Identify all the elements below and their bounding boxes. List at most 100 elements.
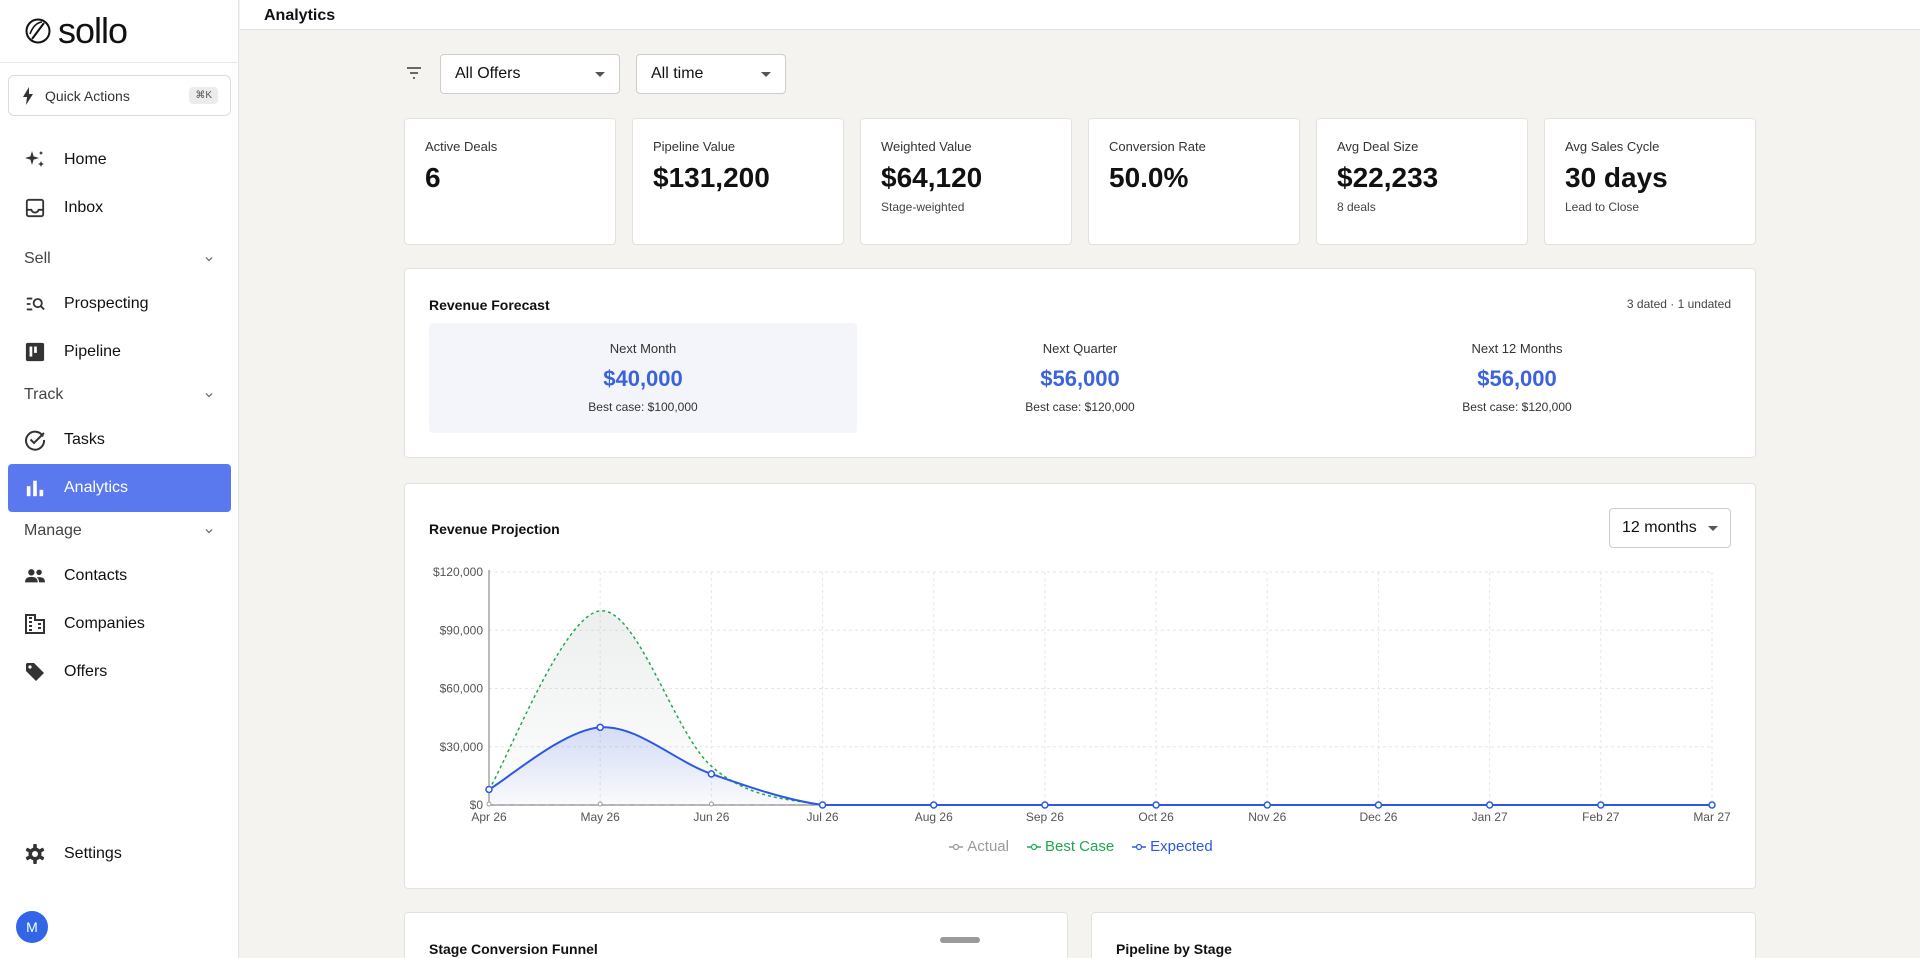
data-point	[596, 723, 604, 732]
search-list-icon	[24, 293, 46, 315]
y-tick-label: $0	[470, 798, 484, 812]
shortcut-badge: ⌘K	[189, 87, 218, 104]
sparkle-icon	[24, 149, 46, 171]
data-point	[818, 801, 827, 809]
sidebar-item-pipeline[interactable]: Pipeline	[8, 328, 231, 376]
projection-range-select[interactable]: 12 months	[1609, 508, 1731, 548]
x-tick-label: Sep 26	[1026, 810, 1064, 824]
data-point	[1708, 801, 1716, 809]
section-manage[interactable]: Manage	[24, 522, 214, 540]
bolt-icon	[23, 86, 33, 105]
legend-actual[interactable]: Actual	[949, 838, 1009, 855]
y-tick-label: $90,000	[440, 623, 484, 637]
sidebar-item-label: Settings	[64, 845, 122, 862]
card-title: Pipeline by Stage	[1116, 941, 1232, 957]
forecast-label: Next 12 Months	[1471, 341, 1563, 356]
caret-down-icon	[1708, 525, 1718, 531]
kpi-label: Pipeline Value	[653, 139, 736, 154]
filter-icon[interactable]	[405, 64, 423, 82]
series-expected-area	[489, 727, 1712, 805]
sidebar-item-label: Offers	[64, 663, 108, 680]
data-point	[1263, 801, 1272, 809]
x-tick-label: Nov 26	[1248, 810, 1286, 824]
forecast-next-quarter: Next Quarter $56,000 Best case: $120,000	[866, 323, 1294, 433]
sidebar-item-contacts[interactable]: Contacts	[8, 552, 231, 600]
kanban-icon	[24, 341, 46, 363]
period-filter-select[interactable]: All time	[636, 54, 786, 94]
building-icon	[24, 613, 46, 635]
legend-line-marker-icon	[1026, 843, 1041, 850]
sidebar: sollo Quick Actions ⌘K Home Inbox Sell P…	[0, 0, 239, 958]
kpi-value: $22,233	[1337, 162, 1439, 193]
chevron-down-icon	[205, 257, 213, 262]
bar-chart-icon	[24, 477, 46, 499]
sidebar-item-companies[interactable]: Companies	[8, 600, 231, 648]
logo[interactable]: sollo	[24, 10, 128, 52]
sidebar-item-analytics[interactable]: Analytics	[8, 464, 231, 512]
sidebar-item-settings[interactable]: Settings	[8, 830, 231, 878]
check-circle-icon	[24, 429, 46, 451]
data-point	[708, 801, 714, 807]
section-label: Track	[24, 386, 64, 403]
forecast-label: Next Quarter	[1042, 341, 1118, 356]
legend-line-marker-icon	[949, 843, 964, 850]
forecast-meta: 3 dated · 1 undated	[1626, 297, 1731, 311]
forecast-amount: $40,000	[603, 366, 683, 391]
drag-handle[interactable]	[940, 937, 980, 943]
kpi-label: Avg Deal Size	[1337, 139, 1419, 154]
chart-legend: Actual Best Case Expected	[405, 838, 1757, 855]
quick-actions-button[interactable]: Quick Actions ⌘K	[8, 75, 231, 116]
data-point	[1485, 801, 1494, 809]
divider	[0, 62, 239, 63]
forecast-best-case: Best case: $120,000	[1462, 400, 1572, 414]
x-tick-label: Mar 27	[1693, 810, 1731, 824]
sidebar-item-label: Prospecting	[64, 295, 149, 312]
forecast-label: Next Month	[609, 341, 677, 356]
kpi-sub: Lead to Close	[1565, 200, 1640, 214]
offer-filter-value: All Offers	[455, 65, 521, 82]
sidebar-item-label: Analytics	[64, 479, 129, 496]
data-point	[1374, 801, 1383, 809]
tag-icon	[24, 661, 46, 683]
kpi-label: Weighted Value	[881, 139, 972, 154]
quick-actions-label: Quick Actions	[45, 87, 130, 104]
kpi-sub: 8 deals	[1337, 200, 1376, 214]
section-label: Manage	[24, 522, 82, 539]
forecast-next-month: Next Month $40,000 Best case: $100,000	[429, 323, 857, 433]
offer-filter-select[interactable]: All Offers	[440, 54, 620, 94]
section-label: Sell	[24, 250, 51, 267]
inbox-icon	[24, 197, 46, 219]
sidebar-item-inbox[interactable]: Inbox	[8, 184, 231, 232]
gear-icon	[24, 843, 46, 865]
kpi-value: $131,200	[653, 162, 770, 193]
forecast-next-12-months: Next 12 Months $56,000 Best case: $120,0…	[1303, 323, 1731, 433]
kpi-value: $64,120	[881, 162, 983, 193]
revenue-projection-chart: $0 $30,000 $60,000 $90,000 $120,000 Apr 26 May…	[433, 565, 1731, 824]
sidebar-item-prospecting[interactable]: Prospecting	[8, 280, 231, 328]
pipeline-by-stage-card: Pipeline by Stage	[1091, 912, 1756, 958]
sidebar-item-home[interactable]: Home	[8, 136, 231, 184]
period-filter-value: All time	[651, 65, 704, 82]
series-expected-line	[488, 726, 1712, 806]
data-point	[597, 801, 603, 807]
avatar[interactable]: M	[16, 911, 48, 943]
x-tick-label: May 26	[581, 810, 621, 824]
kpi-card-weighted-value: Weighted Value $64,120 Stage-weighted	[860, 118, 1072, 245]
section-track[interactable]: Track	[24, 386, 214, 404]
card-title: Revenue Projection	[429, 521, 560, 537]
logo-text: sollo	[58, 10, 128, 51]
data-point	[1152, 801, 1160, 809]
kpi-label: Avg Sales Cycle	[1565, 139, 1660, 154]
forecast-best-case: Best case: $100,000	[588, 400, 698, 414]
forecast-amount: $56,000	[1477, 366, 1557, 391]
kpi-card-active-deals: Active Deals 6	[404, 118, 616, 245]
sidebar-item-offers[interactable]: Offers	[8, 648, 231, 696]
legend-best-case[interactable]: Best Case	[1026, 838, 1114, 855]
y-tick-label: $60,000	[440, 682, 484, 696]
legend-expected[interactable]: Expected	[1132, 838, 1213, 855]
sidebar-item-tasks[interactable]: Tasks	[8, 416, 231, 464]
card-title: Revenue Forecast	[429, 297, 550, 313]
y-tick-label: $30,000	[440, 740, 484, 754]
section-sell[interactable]: Sell	[24, 250, 214, 268]
chevron-down-icon	[205, 393, 213, 398]
